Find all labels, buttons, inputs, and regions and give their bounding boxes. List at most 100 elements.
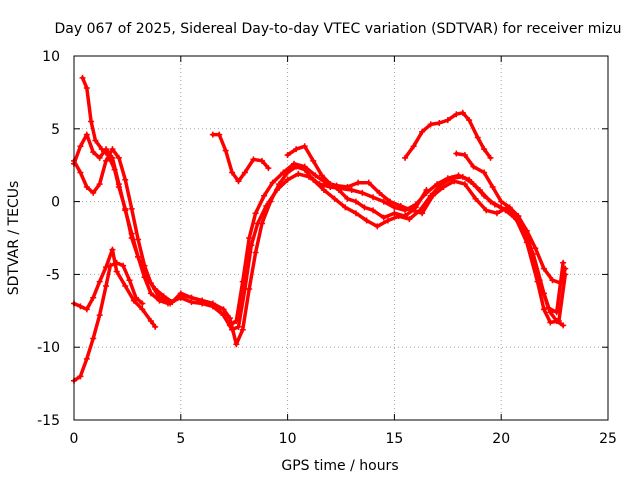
data-point-marker [115, 154, 122, 161]
data-point-marker [558, 280, 565, 287]
data-point-marker [481, 146, 488, 153]
data-point-marker [269, 179, 276, 186]
data-point-marker [188, 294, 195, 301]
data-point-marker [126, 277, 133, 284]
data-point-marker [96, 278, 103, 285]
x-tick-labels: 0 5 10 15 20 25 [70, 431, 617, 447]
data-point-marker [252, 210, 259, 217]
data-point-marker [280, 169, 287, 176]
data-point-marker [233, 317, 240, 324]
data-point-marker [128, 205, 135, 212]
data-point-marker [402, 154, 409, 161]
data-point-marker [374, 223, 381, 230]
data-point-marker [83, 184, 90, 191]
x-tick-label: 25 [599, 431, 617, 447]
data-point-marker [147, 317, 154, 324]
y-tick-label: -10 [37, 340, 60, 356]
data-point-marker [489, 184, 496, 191]
series-group [71, 74, 569, 384]
data-point-marker [115, 181, 122, 188]
data-point-marker [258, 157, 265, 164]
data-point-marker [451, 178, 458, 185]
data-point-marker [113, 259, 120, 266]
data-point-marker [487, 154, 494, 161]
data-point-marker [436, 119, 443, 126]
data-point-marker [103, 157, 110, 164]
data-point-marker [402, 213, 409, 220]
data-point-marker [77, 169, 84, 176]
x-tick-label: 5 [176, 431, 185, 447]
data-point-marker [335, 186, 342, 193]
data-point-marker [444, 117, 451, 124]
data-point-marker [261, 192, 268, 199]
data-point-marker [291, 160, 298, 167]
data-point-marker [472, 195, 479, 202]
data-point-marker [363, 217, 370, 224]
data-point-marker [252, 249, 259, 256]
data-point-marker [216, 131, 223, 138]
data-point-marker [481, 169, 488, 176]
data-point-marker [493, 210, 500, 217]
data-point-marker [318, 172, 325, 179]
data-point-marker [258, 220, 265, 227]
data-point-marker [470, 181, 477, 188]
data-point-marker [387, 198, 394, 205]
data-point-marker [491, 201, 498, 208]
data-point-marker [226, 315, 233, 322]
data-point-marker [143, 274, 150, 281]
x-tick-label: 10 [279, 431, 297, 447]
data-point-marker [293, 146, 300, 153]
x-tick-label: 15 [385, 431, 403, 447]
data-point-marker [267, 198, 274, 205]
data-point-marker [359, 189, 366, 196]
data-point-marker [88, 118, 95, 125]
data-point-marker [113, 268, 120, 275]
data-point-marker [239, 278, 246, 285]
data-point-marker [553, 309, 560, 316]
data-point-marker [370, 194, 377, 201]
data-point-marker [376, 189, 383, 196]
data-point-marker [440, 184, 447, 191]
data-point-marker [545, 304, 552, 311]
data-point-marker [523, 227, 530, 234]
data-point-marker [156, 294, 163, 301]
data-point-marker [177, 290, 184, 297]
series-line-trace-7 [285, 144, 429, 220]
data-point-marker [370, 207, 377, 214]
data-point-marker [555, 317, 562, 324]
data-point-marker [481, 192, 488, 199]
data-point-marker [310, 157, 317, 164]
data-point-marker [419, 210, 426, 217]
data-point-marker [96, 181, 103, 188]
data-point-marker [284, 152, 291, 159]
data-point-marker [540, 265, 547, 272]
data-point-marker [344, 184, 351, 191]
data-point-marker [361, 204, 368, 211]
data-point-marker [470, 163, 477, 170]
data-point-marker [122, 176, 129, 183]
data-point-marker [109, 246, 116, 253]
data-point-marker [229, 169, 236, 176]
data-point-marker [391, 210, 398, 217]
data-point-marker [90, 335, 97, 342]
data-point-marker [226, 322, 233, 329]
data-point-marker [128, 230, 135, 237]
data-point-marker [331, 195, 338, 202]
data-point-marker [352, 210, 359, 217]
data-point-marker [152, 323, 159, 330]
data-point-marker [103, 283, 110, 290]
y-tick-label: -15 [37, 413, 60, 429]
data-point-marker [120, 262, 127, 269]
data-point-marker [461, 181, 468, 188]
series-line-trace-8 [403, 111, 493, 160]
data-point-marker [209, 300, 216, 307]
data-point-marker [312, 172, 319, 179]
data-point-marker [152, 285, 159, 292]
data-point-marker [139, 306, 146, 313]
data-point-marker [109, 146, 116, 153]
data-point-marker [380, 198, 387, 205]
data-point-marker [547, 319, 554, 326]
data-point-marker [83, 85, 90, 92]
data-point-marker [235, 323, 242, 330]
data-point-marker [96, 154, 103, 161]
